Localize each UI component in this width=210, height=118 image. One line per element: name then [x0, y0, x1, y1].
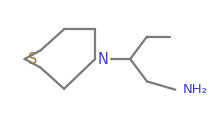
Text: S: S: [28, 51, 37, 67]
Text: N: N: [97, 51, 108, 67]
Text: NH₂: NH₂: [183, 83, 208, 96]
